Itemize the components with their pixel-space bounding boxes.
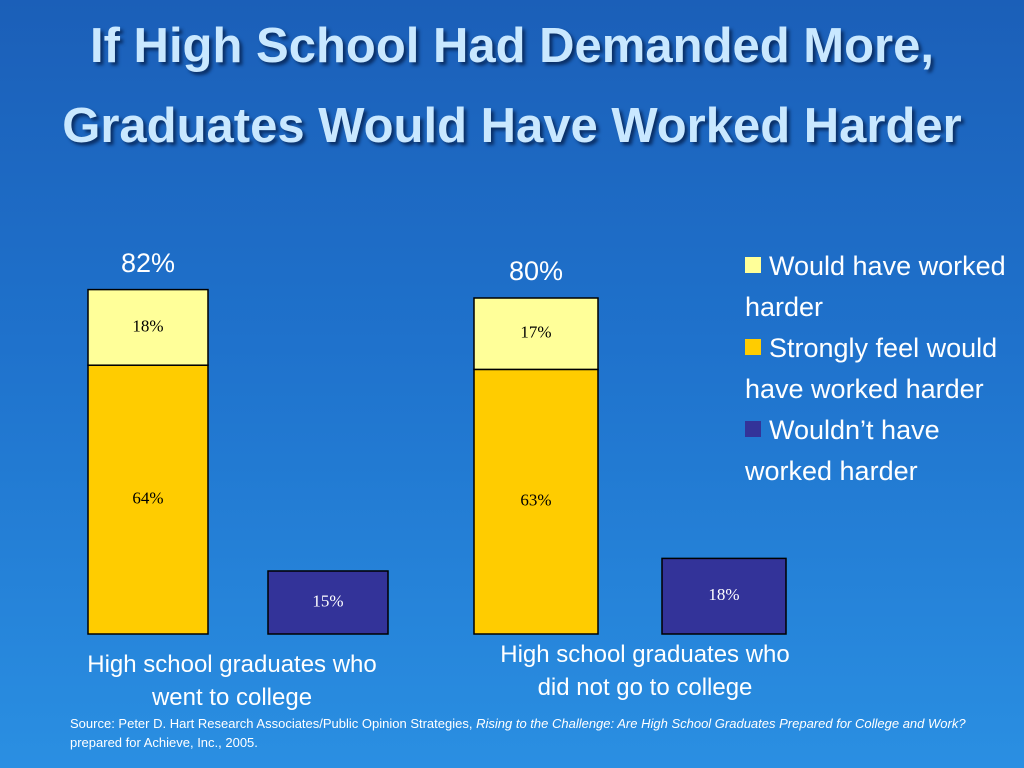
legend-item: Wouldn’t have worked harder (745, 410, 1015, 492)
category-label: High school graduates who went to colleg… (87, 651, 377, 711)
legend-label: Wouldn’t have worked harder (745, 415, 940, 486)
bar-segment (473, 368, 599, 635)
bar (661, 557, 787, 635)
legend-label: Strongly feel would have worked harder (745, 333, 998, 404)
legend-swatch (745, 421, 761, 437)
total-label: 80% (508, 256, 564, 286)
source-note: Source: Peter D. Hart Research Associate… (70, 714, 970, 752)
value-label: 64% (132, 489, 163, 508)
value-label: 17% (520, 323, 551, 342)
source-text: Rising to the Challenge: Are High School… (476, 716, 966, 731)
chart-title: If High School Had Demanded More, Gradua… (62, 19, 962, 153)
legend: Would have worked harder Strongly feel wo… (745, 246, 1015, 492)
value-label: 18% (708, 585, 739, 604)
source-text: prepared for Achieve, Inc., 2005. (70, 735, 258, 750)
legend-item: Would have worked harder (745, 246, 1015, 328)
bar-segment (473, 297, 599, 371)
value-label: 15% (312, 591, 343, 610)
category-label: High school graduates who did not go to … (500, 641, 790, 701)
source-text: Source: Peter D. Hart Research Associate… (70, 716, 477, 731)
value-label: 18% (132, 316, 163, 335)
legend-item: Strongly feel would have worked harder (745, 328, 1015, 410)
total-label: 82% (120, 247, 176, 278)
legend-swatch (745, 339, 761, 355)
legend-label: Would have worked harder (745, 251, 1006, 322)
legend-swatch (745, 257, 761, 273)
bar (267, 570, 389, 635)
bar-segment (87, 288, 209, 366)
value-label: 63% (520, 491, 551, 510)
bar-segment (87, 364, 209, 635)
